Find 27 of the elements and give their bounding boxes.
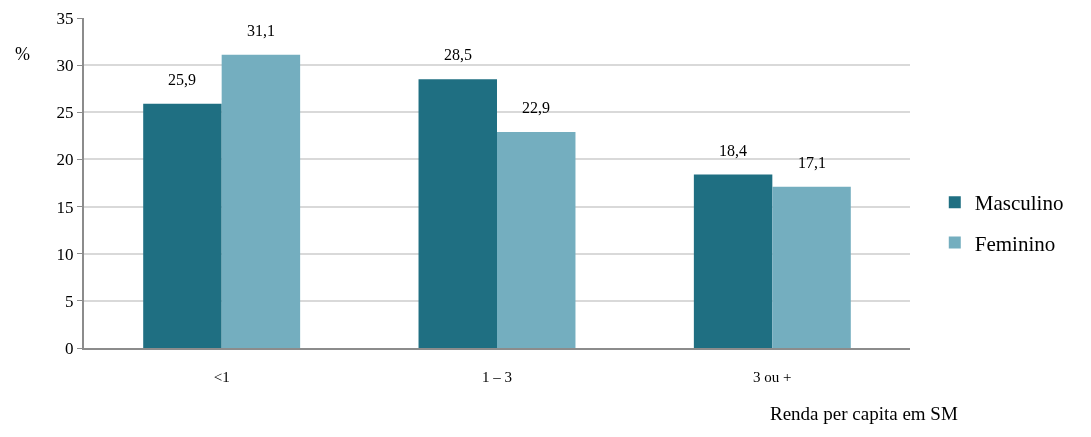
bar (772, 186, 851, 348)
data-label: 18,4 (719, 142, 747, 159)
x-tick-label: 3 ou + (753, 369, 792, 385)
x-tick-label: 1 – 3 (482, 369, 512, 385)
y-tick-label: 20 (56, 150, 74, 170)
bar (693, 174, 773, 348)
y-tick-label: 0 (65, 338, 74, 358)
legend-label: Feminino (974, 231, 1056, 256)
y-tick-label: 5 (65, 291, 74, 311)
y-tick-label: 35 (56, 8, 74, 28)
bar (143, 103, 222, 348)
legend-label: Masculino (974, 191, 1064, 216)
data-label: 25,9 (168, 71, 196, 88)
bar (221, 54, 301, 348)
x-tick-label: <1 (213, 369, 230, 385)
x-axis-title: Renda per capita em SM (770, 403, 958, 424)
data-label: 28,5 (444, 46, 472, 63)
y-tick-label: 25 (56, 103, 74, 123)
data-label: 22,9 (522, 99, 550, 116)
y-axis-title: % (15, 44, 30, 64)
bar (497, 132, 576, 348)
y-tick-label: 15 (56, 197, 74, 217)
bar (418, 79, 497, 348)
data-label: 31,1 (247, 22, 275, 39)
y-tick-label: 30 (56, 56, 74, 76)
data-label: 17,1 (798, 154, 826, 171)
y-tick-label: 10 (56, 244, 74, 264)
